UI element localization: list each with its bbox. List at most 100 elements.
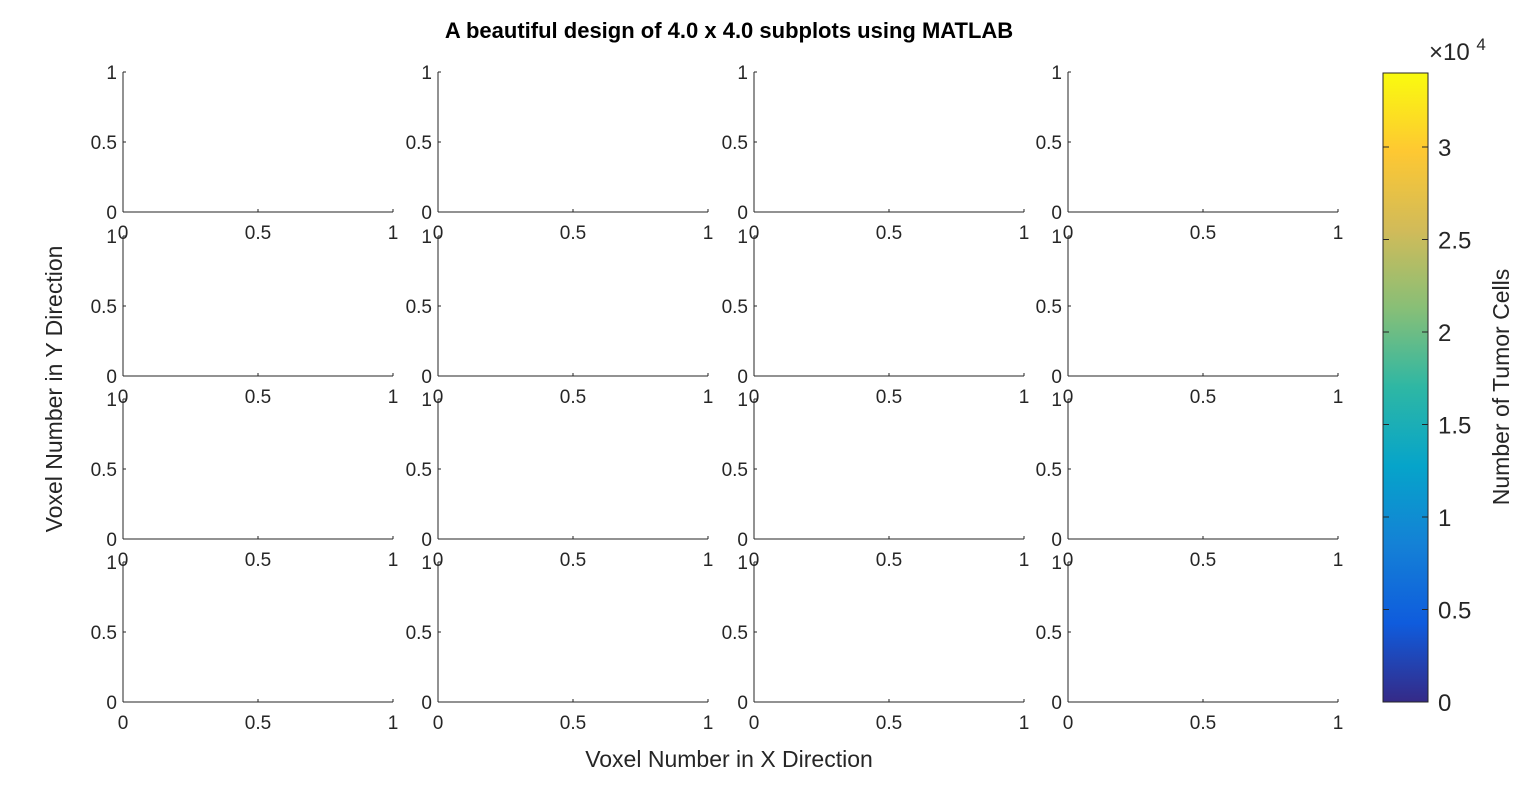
y-tick-label: 1 [1051,553,1062,574]
y-tick-label: 0.5 [406,623,432,644]
y-tick-label: 1 [1051,390,1062,411]
subplot-6: 0 0.5 100.51 [406,227,714,408]
y-tick-label: 0.5 [722,460,748,481]
subplot-14: 0 0.5 1 0 0.5 1 [406,553,714,734]
x-tick-label: 1 [703,713,714,734]
x-tick-label: 0.5 [245,223,271,244]
x-tick-label: 0.5 [560,387,586,408]
y-tick-label: 0 [1051,530,1062,551]
x-tick-label: 0.5 [876,387,902,408]
subplot-10: 0 0.5 100.51 [406,390,714,571]
y-tick-label: 0 [421,693,432,714]
x-tick-label: 0.5 [876,550,902,571]
colorbar-tick-label: 0.5 [1438,598,1471,625]
y-tick-label: 0.5 [406,133,432,154]
subplot-1: 0 0.5 100.51 [91,63,399,244]
y-tick-label: 0 [421,203,432,224]
y-tick-label: 1 [737,227,748,248]
subplot-3: 0 0.5 1 0 0.5 1 [722,63,1030,244]
x-tick-label: 1 [1019,223,1030,244]
x-axis-label: Voxel Number in X Direction [585,746,873,772]
x-tick-label: 1 [1019,713,1030,734]
x-tick-label: 0.5 [245,550,271,571]
subplot-11: 0 0.5 100.51 [722,390,1030,571]
subplot-grid: 0 0.5 100.510 0.5 100.510 0.5 100.510 0.5 100.51… [91,63,1344,734]
x-tick-label: 0.5 [876,713,902,734]
y-tick-label: 1 [421,390,432,411]
x-tick-label: 1 [1333,550,1344,571]
subplot-16: 0 0.5 100.51 [1036,553,1344,734]
colorbar-label: Number of Tumor Cells [1488,269,1514,505]
y-tick-label: 0 [106,530,117,551]
colorbar: 0 0.5 1 1.5 2 2.5 3 ×10 4 Number of Tumor Cell… [1383,35,1514,717]
subplot-2: 0 0.5 100.51 [406,63,714,244]
colorbar-exponent-base: ×10 [1429,39,1470,66]
colorbar-tick-label: 1 [1438,505,1451,532]
y-tick-label: 1 [421,63,432,84]
subplot-7: 0 0.5 100.51 [722,227,1030,408]
y-tick-label: 0 [737,530,748,551]
colorbar-exponent: ×10 4 [1429,35,1486,66]
y-tick-label: 0 [421,530,432,551]
subplot-5: 0 0.5 100.51 [91,227,399,408]
y-tick-label: 0 [106,203,117,224]
y-tick-label: 0.5 [1036,460,1062,481]
x-tick-label: 0.5 [245,713,271,734]
x-tick-label: 1 [703,387,714,408]
y-tick-label: 1 [421,227,432,248]
y-tick-label: 0 [1051,367,1062,388]
x-tick-label: 0.5 [1190,223,1216,244]
y-tick-label: 1 [106,227,117,248]
subplot-12: 0 0.5 100.51 [1036,390,1344,571]
y-axis-label: Voxel Number in Y Direction [41,246,67,533]
x-tick-label: 0.5 [1190,387,1216,408]
y-tick-label: 1 [737,390,748,411]
y-tick-label: 0.5 [1036,297,1062,318]
x-tick-label: 0.5 [560,550,586,571]
y-tick-label: 1 [106,63,117,84]
y-tick-label: 0 [737,203,748,224]
y-tick-label: 0 [1051,203,1062,224]
y-tick-label: 0 [106,693,117,714]
x-tick-label: 0.5 [245,387,271,408]
y-tick-label: 0.5 [722,297,748,318]
colorbar-tick-label: 1.5 [1438,413,1471,440]
y-tick-label: 0.5 [406,297,432,318]
x-tick-label: 1 [1333,387,1344,408]
x-tick-label: 1 [1019,387,1030,408]
y-tick-label: 1 [1051,227,1062,248]
x-tick-label: 1 [388,713,399,734]
y-tick-label: 0 [1051,693,1062,714]
y-tick-label: 1 [1051,63,1062,84]
y-tick-label: 1 [106,553,117,574]
subplot-15: 0 0.5 100.51 [722,553,1030,734]
subplot-9: 0 0.5 100.51 [91,390,399,571]
y-tick-label: 0.5 [91,460,117,481]
x-tick-label: 0 [118,713,129,734]
y-tick-label: 0.5 [722,623,748,644]
y-tick-label: 0.5 [1036,623,1062,644]
y-tick-label: 1 [421,553,432,574]
y-tick-label: 0.5 [1036,133,1062,154]
colorbar-tick-label: 0 [1438,690,1451,717]
chart-title: A beautiful design of 4.0 x 4.0 subplots… [445,18,1013,43]
y-tick-label: 0.5 [406,460,432,481]
x-tick-label: 1 [1019,550,1030,571]
x-tick-label: 0 [1063,713,1074,734]
x-tick-label: 1 [388,387,399,408]
x-tick-label: 0 [433,713,444,734]
x-tick-label: 1 [1333,223,1344,244]
x-tick-label: 1 [1333,713,1344,734]
subplot-8: 0 0.5 100.51 [1036,227,1344,408]
y-tick-label: 0.5 [91,133,117,154]
x-tick-label: 0 [749,713,760,734]
y-tick-label: 0.5 [91,297,117,318]
y-tick-label: 1 [737,63,748,84]
x-tick-label: 1 [703,550,714,571]
y-tick-label: 1 [106,390,117,411]
colorbar-tick-label: 2 [1438,320,1451,347]
colorbar-exponent-power: 4 [1476,35,1485,54]
x-tick-label: 1 [388,550,399,571]
y-tick-label: 0 [106,367,117,388]
y-tick-label: 1 [737,553,748,574]
